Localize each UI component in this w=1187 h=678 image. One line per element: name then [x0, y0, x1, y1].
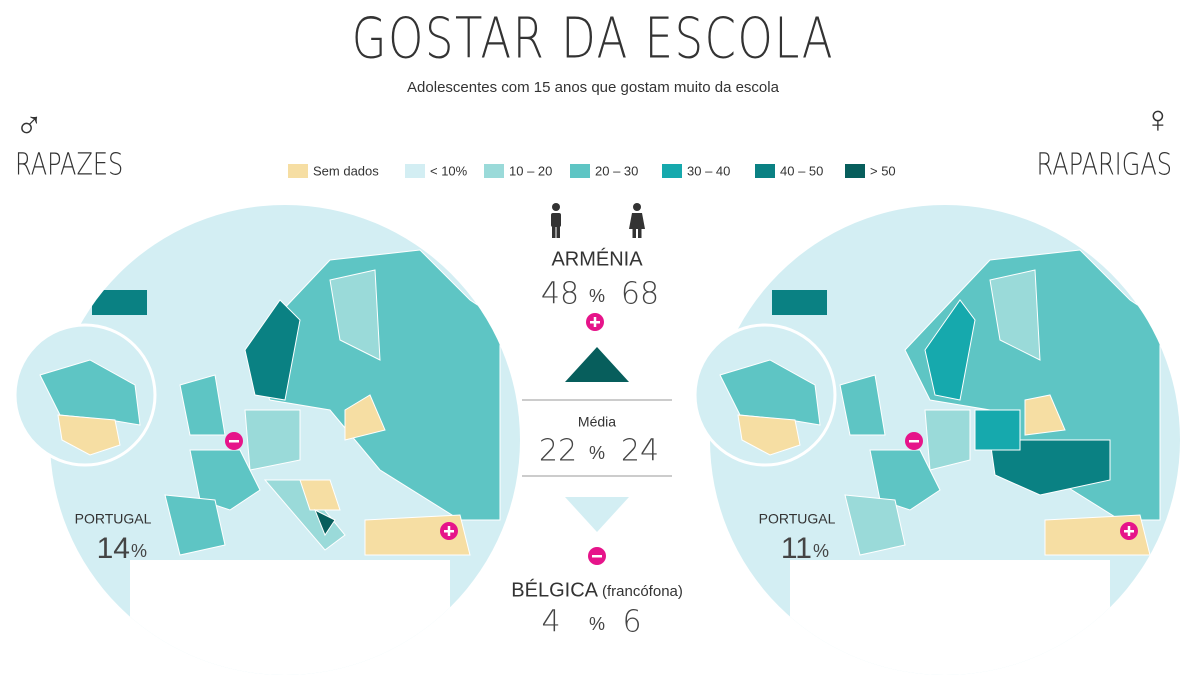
title: GOSTAR DA ESCOLA: [352, 6, 834, 71]
country-label: PORTUGAL: [75, 511, 152, 527]
unit: %: [589, 286, 605, 306]
female-symbol: ♀: [1144, 99, 1173, 141]
legend-swatch: [662, 164, 682, 178]
country-value: 11: [781, 532, 812, 565]
legend-label: 30 – 40: [687, 163, 730, 178]
right-label: RAPARIGAS: [1037, 148, 1172, 182]
subtitle: Adolescentes com 15 anos que gostam muit…: [407, 79, 780, 96]
boys-value: 48: [541, 277, 579, 312]
map-boys: PORTUGAL 14 %: [13, 205, 520, 675]
legend-swatch: [755, 164, 775, 178]
unit: %: [589, 443, 605, 463]
left-label: RAPAZES: [15, 148, 123, 182]
lowest-note: (francófona): [602, 583, 683, 600]
boys-value: 22: [539, 434, 577, 469]
legend-swatch: [845, 164, 865, 178]
girls-value: 6: [622, 605, 641, 640]
boy-icon: [551, 203, 561, 238]
legend-swatch: [484, 164, 504, 178]
unit: %: [813, 541, 829, 561]
map-girls: PORTUGAL 11 %: [693, 205, 1180, 675]
legend-label: < 10%: [430, 163, 468, 178]
legend-swatch: [288, 164, 308, 178]
unit: %: [589, 614, 605, 634]
unit: %: [131, 541, 147, 561]
legend-swatch: [570, 164, 590, 178]
country-label: PORTUGAL: [759, 511, 836, 527]
average-label: Média: [578, 414, 616, 430]
male-symbol: ♂: [15, 105, 44, 147]
highest-country: ARMÉNIA: [551, 247, 643, 270]
girls-value: 68: [621, 277, 659, 312]
legend-label: 20 – 30: [595, 163, 638, 178]
legend-label: Sem dados: [313, 163, 379, 178]
girl-icon: [629, 203, 645, 238]
girls-value: 24: [621, 434, 659, 469]
country-value: 14: [97, 532, 130, 565]
comparison-panel: ARMÉNIA 48 % 68 Média 22 % 24 BÉLGICA (f…: [511, 203, 683, 640]
legend: Sem dados < 10% 10 – 20 20 – 30 30 – 40 40 – …: [288, 163, 896, 178]
legend-label: 10 – 20: [509, 163, 552, 178]
legend-swatch: [405, 164, 425, 178]
legend-label: 40 – 50: [780, 163, 823, 178]
lowest-country: BÉLGICA: [511, 578, 598, 601]
boys-value: 4: [541, 605, 560, 640]
legend-label: > 50: [870, 163, 896, 178]
